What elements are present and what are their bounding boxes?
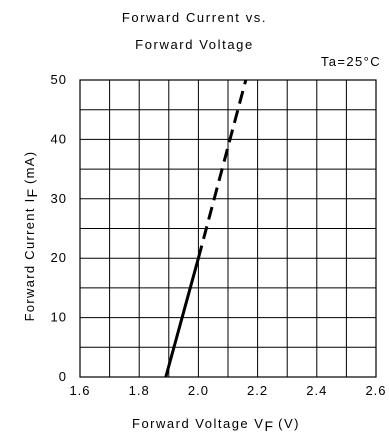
y-tick-label: 0 (59, 369, 67, 384)
y-tick-label: 30 (51, 191, 67, 206)
y-tick-labels: 0 10 20 30 40 50 (51, 72, 67, 384)
plot-frame (79, 79, 377, 378)
chart-title-line2: Forward Voltage (135, 37, 254, 52)
y-axis-label-subscript: F (24, 188, 40, 198)
y-axis-label-text: Forward Current I (22, 197, 37, 322)
chart-title-line1: Forward Current vs. (121, 10, 268, 25)
x-tick-label: 2.4 (306, 383, 327, 398)
x-tick-label: 2.2 (247, 383, 268, 398)
series-line-solid (164, 257, 200, 378)
x-axis-label-text: Forward Voltage V (132, 416, 265, 431)
y-tick-label: 40 (51, 131, 67, 146)
x-tick-labels: 1.6 1.8 2.0 2.2 2.4 2.6 (69, 383, 386, 398)
x-axis-label-subscript: F (264, 418, 274, 434)
x-tick-label: 1.8 (129, 383, 150, 398)
y-tick-label: 50 (51, 72, 67, 87)
y-tick-label: 10 (51, 310, 67, 325)
y-axis-label: Forward Current IF (mA) (21, 111, 40, 361)
y-tick-label: 20 (51, 250, 67, 265)
condition-label: Ta=25°C (320, 54, 381, 69)
y-axis-label-unit: (mA) (22, 150, 37, 189)
x-axis-label-unit: (V) (273, 416, 300, 431)
x-tick-label: 2.0 (188, 383, 209, 398)
x-tick-label: 1.6 (69, 383, 90, 398)
series-line-dashed (196, 79, 248, 259)
series-group (164, 79, 248, 378)
x-tick-label: 2.6 (365, 383, 386, 398)
grid (79, 79, 377, 378)
x-axis-label: Forward Voltage VF (V) (132, 415, 300, 434)
